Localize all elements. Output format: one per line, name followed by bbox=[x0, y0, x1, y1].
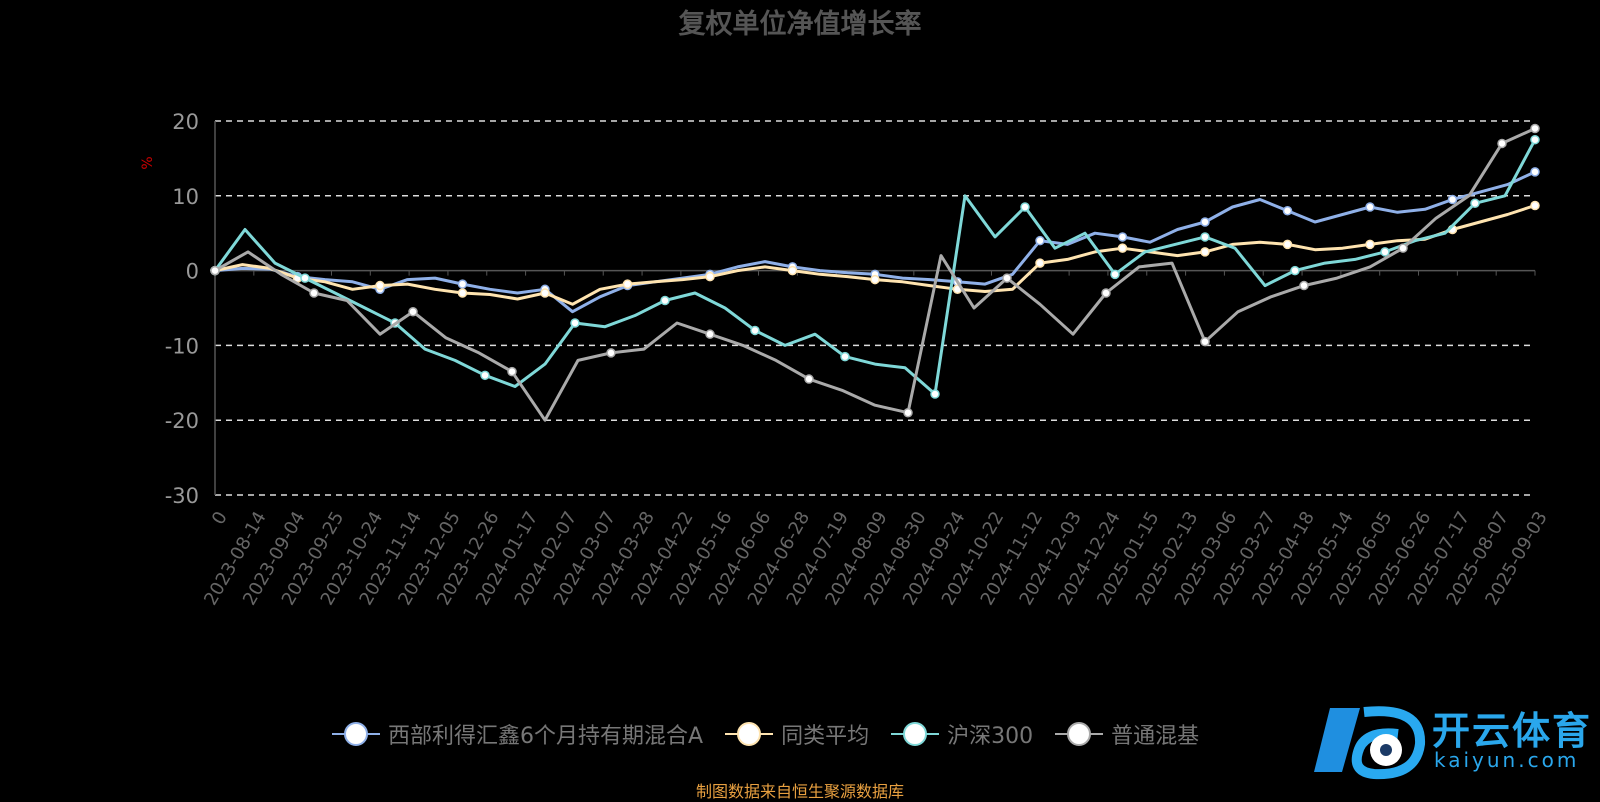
y-tick-label: -20 bbox=[165, 409, 199, 433]
legend-label: 沪深300 bbox=[947, 724, 1034, 749]
legend-item[interactable]: 西部利得汇鑫6个月持有期混合A bbox=[332, 718, 703, 750]
watermark-logo: 开云体育 kaiyun.com bbox=[1312, 700, 1592, 780]
series-point bbox=[507, 366, 517, 377]
legend-label: 同类平均 bbox=[781, 724, 870, 749]
series-point bbox=[660, 295, 670, 306]
watermark-url: kaiyun.com bbox=[1434, 748, 1580, 772]
legend-marker-icon bbox=[1055, 722, 1104, 746]
y-tick-label: 20 bbox=[172, 110, 199, 134]
series-point bbox=[540, 288, 550, 298]
watermark-brand: 开云体育 bbox=[1432, 709, 1593, 753]
series-point bbox=[750, 325, 760, 336]
source-note: 制图数据来自恒生聚源数据库 bbox=[695, 782, 904, 801]
series-point bbox=[408, 306, 418, 317]
series-point bbox=[870, 274, 880, 285]
series-point bbox=[705, 271, 715, 282]
series-point bbox=[300, 273, 310, 283]
series-point bbox=[1497, 138, 1507, 149]
series-point bbox=[1117, 243, 1128, 253]
series-point bbox=[1447, 194, 1458, 205]
series-point bbox=[1290, 265, 1300, 276]
series-point bbox=[1200, 232, 1210, 242]
gridlines bbox=[215, 120, 1535, 496]
series-point bbox=[1530, 123, 1540, 134]
y-tick-label: 10 bbox=[172, 185, 199, 209]
y-tick-label: 0 bbox=[186, 260, 199, 284]
y-tick-label: -10 bbox=[165, 334, 199, 358]
series-lines bbox=[210, 123, 1540, 422]
series-point bbox=[930, 389, 940, 399]
y-tick-label: -30 bbox=[165, 484, 199, 508]
series-point bbox=[1002, 273, 1012, 283]
series-point bbox=[375, 280, 385, 291]
series-point bbox=[1365, 239, 1375, 250]
series-point bbox=[1470, 198, 1480, 209]
line-chart: 20100-10-20-3002023-08-142023-09-042023-… bbox=[140, 110, 1552, 609]
series-line-3 bbox=[214, 127, 1536, 422]
series-point bbox=[570, 318, 580, 328]
series-point bbox=[705, 329, 715, 339]
y-axis-label: % bbox=[140, 156, 156, 169]
legend-marker-icon bbox=[332, 722, 380, 746]
series-point bbox=[457, 288, 468, 298]
x-tick-label: 0 bbox=[208, 508, 232, 528]
series-point bbox=[1530, 200, 1540, 211]
series-point bbox=[606, 348, 616, 358]
series-point bbox=[457, 279, 468, 289]
series-point bbox=[210, 265, 220, 276]
legend-item[interactable]: 同类平均 bbox=[725, 718, 869, 750]
series-point bbox=[840, 351, 850, 362]
series-point bbox=[480, 370, 490, 381]
series-point bbox=[1020, 202, 1030, 212]
kaiyun-logo-icon bbox=[1314, 706, 1426, 780]
series-point bbox=[903, 407, 913, 418]
series-line-2 bbox=[213, 138, 1537, 396]
series-point bbox=[1200, 247, 1210, 257]
series-point bbox=[1530, 134, 1540, 145]
series-line-1 bbox=[214, 204, 1536, 306]
legend: 西部利得汇鑫6个月持有期混合A 同类平均 沪深300 普通混基 bbox=[332, 718, 1221, 750]
series-point bbox=[1117, 232, 1128, 242]
series-point bbox=[1282, 206, 1293, 216]
series-point bbox=[1282, 239, 1293, 250]
series-point bbox=[309, 288, 319, 298]
series-point bbox=[787, 265, 798, 276]
series-point bbox=[1299, 280, 1309, 291]
series-point bbox=[1200, 336, 1210, 347]
series-point bbox=[1365, 202, 1375, 212]
series-point bbox=[804, 374, 814, 384]
legend-label: 普通混基 bbox=[1111, 724, 1200, 749]
series-point bbox=[1110, 269, 1120, 280]
legend-item[interactable]: 普通混基 bbox=[1055, 718, 1199, 750]
series-point bbox=[1101, 288, 1111, 298]
legend-marker-icon bbox=[725, 722, 774, 746]
series-point bbox=[1380, 247, 1390, 257]
series-line-0 bbox=[214, 170, 1536, 314]
chart-title: 复权单位净值增长率 bbox=[678, 9, 922, 40]
series-point bbox=[1530, 167, 1540, 177]
series-point bbox=[1200, 217, 1210, 227]
series-point bbox=[622, 279, 633, 289]
legend-item[interactable]: 沪深300 bbox=[891, 718, 1033, 750]
series-point bbox=[1035, 235, 1045, 246]
legend-marker-icon bbox=[891, 722, 940, 746]
series-point bbox=[1398, 243, 1408, 253]
series-point bbox=[1035, 258, 1045, 268]
legend-label: 西部利得汇鑫6个月持有期混合A bbox=[388, 724, 704, 749]
